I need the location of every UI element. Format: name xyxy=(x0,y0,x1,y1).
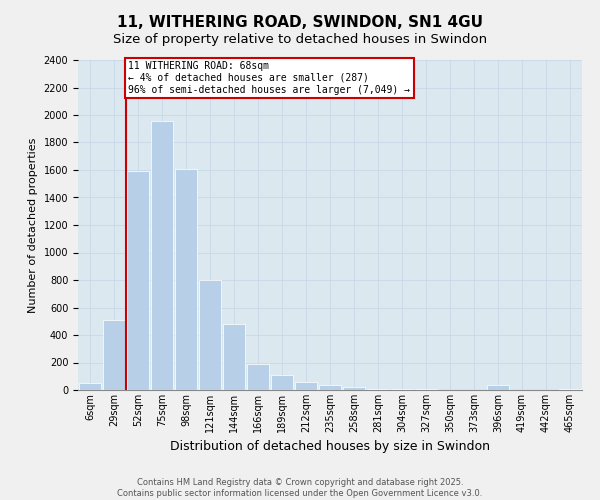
Bar xyxy=(151,120,173,390)
Bar xyxy=(295,382,317,390)
Text: Size of property relative to detached houses in Swindon: Size of property relative to detached ho… xyxy=(113,32,487,46)
Bar xyxy=(79,383,101,390)
Bar xyxy=(127,172,149,390)
Bar xyxy=(223,324,245,390)
Text: 11, WITHERING ROAD, SWINDON, SN1 4GU: 11, WITHERING ROAD, SWINDON, SN1 4GU xyxy=(117,15,483,30)
Bar xyxy=(103,320,125,390)
Bar xyxy=(367,388,389,390)
X-axis label: Distribution of detached houses by size in Swindon: Distribution of detached houses by size … xyxy=(170,440,490,454)
Bar xyxy=(271,375,293,390)
Bar xyxy=(343,387,365,390)
Bar xyxy=(175,168,197,390)
Text: Contains HM Land Registry data © Crown copyright and database right 2025.
Contai: Contains HM Land Registry data © Crown c… xyxy=(118,478,482,498)
Bar xyxy=(247,364,269,390)
Bar xyxy=(487,385,509,390)
Bar xyxy=(319,385,341,390)
Text: 11 WITHERING ROAD: 68sqm
← 4% of detached houses are smaller (287)
96% of semi-d: 11 WITHERING ROAD: 68sqm ← 4% of detache… xyxy=(128,62,410,94)
Bar xyxy=(199,280,221,390)
Y-axis label: Number of detached properties: Number of detached properties xyxy=(28,138,38,312)
